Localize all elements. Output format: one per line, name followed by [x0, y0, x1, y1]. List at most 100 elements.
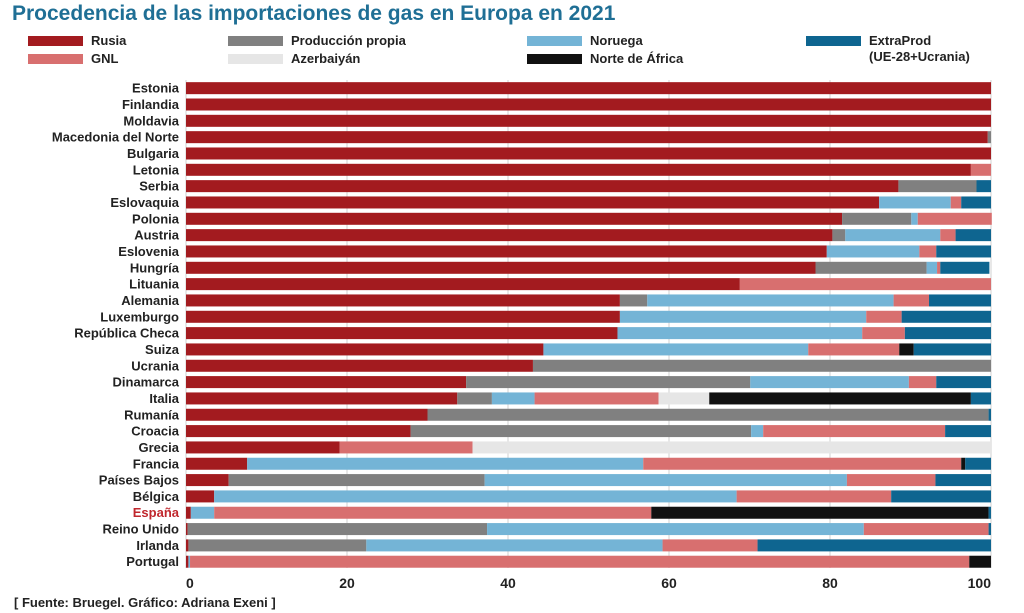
- bar-irlanda-produccion-propia: [188, 539, 367, 552]
- legend-item-rusia: Rusia: [28, 33, 126, 49]
- bar-reino-unido-produccion-propia: [187, 523, 488, 536]
- bar-croacia-gnl: [763, 425, 946, 438]
- bars: [186, 82, 992, 568]
- legend-swatch-extraprod: [806, 36, 861, 46]
- bar-luxemburgo-gnl: [866, 310, 902, 323]
- category-label-portugal: Portugal: [126, 554, 179, 569]
- category-label-irlanda: Irlanda: [136, 538, 179, 553]
- bar-irlanda-gnl: [662, 539, 758, 552]
- bar-alemania-rusia: [186, 294, 620, 307]
- bar-hungria-produccion-propia: [815, 261, 927, 274]
- legend-item-azerbaiyan: Azerbaiyán: [228, 51, 360, 67]
- category-label-eslovenia: Eslovenia: [118, 244, 179, 259]
- bar-croacia-rusia: [186, 425, 411, 438]
- x-tick-label-20: 20: [339, 575, 355, 591]
- bar-reino-unido-noruega: [487, 523, 864, 536]
- category-label-estonia: Estonia: [132, 81, 180, 96]
- category-label-francia: Francia: [133, 456, 180, 471]
- bar-irlanda-rusia: [186, 539, 189, 552]
- bar-austria-noruega: [845, 229, 941, 242]
- bar-suiza-rusia: [186, 343, 544, 356]
- bar-polonia-gnl: [917, 212, 992, 225]
- bar-espana-extraprod-ue-28-ucrania: [988, 506, 991, 519]
- bar-italia-rusia: [186, 392, 458, 405]
- bar-croacia-produccion-propia: [410, 425, 752, 438]
- bar-grecia-gnl: [339, 441, 473, 454]
- bar-grecia-rusia: [186, 441, 340, 454]
- bar-reino-unido-gnl: [863, 523, 989, 536]
- bar-dinamarca-rusia: [186, 376, 467, 389]
- category-label-rumania: Rumanía: [124, 407, 180, 422]
- bar-irlanda-extraprod-ue-28-ucrania: [757, 539, 991, 552]
- bar-letonia-gnl: [970, 163, 992, 176]
- bar-alemania-gnl: [893, 294, 930, 307]
- bar-dinamarca-gnl: [908, 376, 937, 389]
- bar-suiza-norte-de-africa: [899, 343, 914, 356]
- category-label-italia: Italia: [149, 391, 179, 406]
- category-label-belgica: Bélgica: [133, 489, 180, 504]
- legend-label-extraprod: ExtraProd: [869, 33, 932, 48]
- category-label-austria: Austria: [134, 228, 180, 243]
- x-tick-label-60: 60: [661, 575, 677, 591]
- bar-eslovaquia-rusia: [186, 196, 880, 209]
- bar-republica-checa-extraprod-ue-28-ucrania: [904, 327, 991, 340]
- category-label-republica-checa: República Checa: [74, 326, 180, 341]
- bar-suiza-noruega: [543, 343, 809, 356]
- legend-swatch-azerbaiyan: [228, 54, 283, 64]
- bar-republica-checa-rusia: [186, 327, 618, 340]
- category-label-croacia: Croacia: [131, 424, 179, 439]
- legend-label-azerbaiyan: Azerbaiyán: [291, 51, 361, 66]
- bar-paises-bajos-extraprod-ue-28-ucrania: [935, 474, 991, 487]
- legend-label-extraprod-wrap: ExtraProd (UE-28+Ucrania): [869, 33, 970, 65]
- chart-title: Procedencia de las importaciones de gas …: [12, 2, 616, 25]
- bar-macedonia-del-norte-rusia: [186, 131, 988, 144]
- bar-belgica-noruega: [214, 490, 737, 503]
- grid-lines: [185, 80, 992, 568]
- bar-irlanda-noruega: [366, 539, 663, 552]
- x-tick-label-100: 100: [968, 575, 992, 591]
- bar-portugal-gnl: [190, 555, 970, 568]
- category-label-moldavia: Moldavia: [123, 113, 179, 128]
- bar-republica-checa-noruega: [617, 327, 863, 340]
- category-label-bulgaria: Bulgaria: [127, 146, 180, 161]
- legend-label-rusia: Rusia: [91, 33, 127, 48]
- bar-reino-unido-rusia: [186, 523, 188, 536]
- bar-italia-extraprod-ue-28-ucrania: [970, 392, 992, 405]
- bar-portugal-norte-de-africa: [969, 555, 991, 568]
- bar-finlandia-rusia: [186, 98, 991, 111]
- legend-swatch-produccion-propia: [228, 36, 283, 46]
- bar-francia-rusia: [186, 457, 248, 470]
- bar-austria-produccion-propia: [832, 229, 846, 242]
- bar-francia-noruega: [247, 457, 644, 470]
- bar-espana-rusia: [186, 506, 191, 519]
- legend-swatch-noruega: [527, 36, 582, 46]
- bar-ucrania-rusia: [186, 359, 533, 372]
- bar-polonia-rusia: [186, 212, 843, 225]
- bar-francia-extraprod-ue-28-ucrania: [965, 457, 991, 470]
- legend-swatch-norte-de-africa: [527, 54, 582, 64]
- bar-portugal-noruega: [188, 555, 191, 568]
- legend-swatch-rusia: [28, 36, 83, 46]
- bar-dinamarca-noruega: [750, 376, 909, 389]
- bar-polonia-produccion-propia: [842, 212, 912, 225]
- category-label-hungria: Hungría: [130, 260, 180, 275]
- bar-italia-azerbaiyan: [658, 392, 710, 405]
- legend-item-gnl: GNL: [28, 51, 118, 67]
- bar-italia-produccion-propia: [457, 392, 492, 405]
- category-label-polonia: Polonia: [132, 211, 180, 226]
- x-tick-labels: 0 20 40 60 80 100: [186, 575, 991, 591]
- bar-lituania-rusia: [186, 278, 740, 291]
- legend-item-norte-de-africa: Norte de África: [527, 51, 683, 67]
- bar-grecia-azerbaiyan: [472, 441, 992, 454]
- bar-letonia-rusia: [186, 163, 971, 176]
- x-tick-label-40: 40: [500, 575, 516, 591]
- category-label-serbia: Serbia: [139, 179, 180, 194]
- bar-eslovenia-extraprod-ue-28-ucrania: [936, 245, 991, 258]
- bar-republica-checa-gnl: [862, 327, 905, 340]
- category-label-suiza: Suiza: [145, 342, 180, 357]
- bar-francia-gnl: [643, 457, 962, 470]
- category-label-finlandia: Finlandia: [122, 97, 180, 112]
- bar-paises-bajos-rusia: [186, 474, 229, 487]
- bar-eslovenia-rusia: [186, 245, 827, 258]
